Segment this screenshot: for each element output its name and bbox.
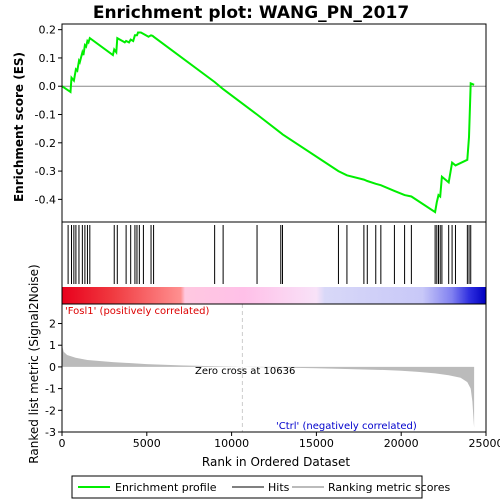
- rank-tick-label: 15000: [299, 437, 334, 450]
- es-tick-label: 0.2: [39, 24, 57, 37]
- ranking-metric-area: [62, 345, 474, 428]
- metric-tick-label: 2: [49, 318, 56, 331]
- metric-tick-label: 1: [49, 339, 56, 352]
- legend-metric-label: Ranking metric scores: [328, 481, 450, 494]
- rank-color-bar: [62, 287, 486, 304]
- metric-tick-label: -3: [45, 426, 56, 439]
- metric-tick-label: -2: [45, 404, 56, 417]
- hit-marks: [68, 225, 471, 284]
- legend: Enrichment profile Hits Ranking metric s…: [72, 476, 450, 498]
- rank-x-ticks: 0 5000 10000 15000 20000 25000: [59, 432, 500, 450]
- rank-tick-label: 10000: [214, 437, 249, 450]
- es-tick-label: -0.4: [35, 193, 56, 206]
- legend-enrichment-label: Enrichment profile: [115, 481, 217, 494]
- es-y-ticks: -0.4 -0.3 -0.2 -0.1 0.0 0.1 0.2: [35, 24, 62, 207]
- metric-tick-label: -1: [45, 383, 56, 396]
- rank-tick-label: 20000: [384, 437, 419, 450]
- metric-panel: -3 -2 -1 0 1 2 0 5000 10000 15000 20000 25000 'Fos…: [45, 304, 500, 450]
- metric-axis-label: Ranked list metric (Signal2Noise): [27, 264, 41, 463]
- es-tick-label: 0.0: [39, 80, 57, 93]
- rank-axis-label: Rank in Ordered Dataset: [202, 455, 350, 469]
- metric-tick-label: 0: [49, 361, 56, 374]
- es-tick-label: -0.1: [35, 109, 56, 122]
- es-panel: -0.4 -0.3 -0.2 -0.1 0.0 0.1 0.2: [35, 24, 486, 222]
- negative-correlation-label: 'Ctrl' (negatively correlated): [276, 421, 417, 432]
- rank-tick-label: 25000: [469, 437, 500, 450]
- metric-y-ticks: -3 -2 -1 0 1 2: [45, 318, 62, 439]
- enrichment-profile-line: [62, 33, 474, 213]
- chart-title: Enrichment plot: WANG_PN_2017: [93, 3, 409, 23]
- es-panel-frame: [62, 24, 486, 222]
- zero-cross-label: Zero cross at 10636: [195, 366, 295, 377]
- es-tick-label: -0.3: [35, 165, 56, 178]
- es-tick-label: 0.1: [39, 52, 57, 65]
- rank-tick-label: 5000: [133, 437, 161, 450]
- es-tick-label: -0.2: [35, 137, 56, 150]
- hits-panel: [62, 222, 486, 304]
- legend-hits-label: Hits: [268, 481, 290, 494]
- rank-tick-label: 0: [59, 437, 66, 450]
- positive-correlation-label: 'Fosl1' (positively correlated): [65, 306, 209, 317]
- es-axis-label: Enrichment score (ES): [12, 52, 26, 202]
